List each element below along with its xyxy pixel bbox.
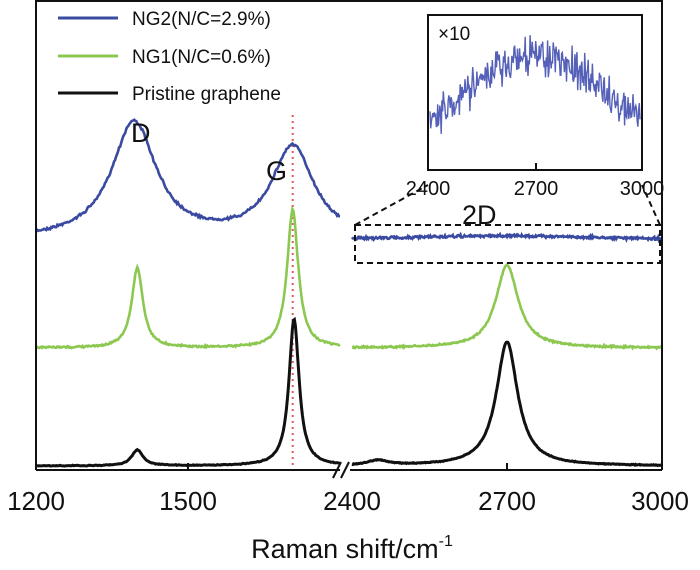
legend-label-pristine: Pristine graphene [132,84,281,105]
inset-tick-label-2700: 2700 [514,178,559,200]
x-tick-label-2400: 2400 [323,486,381,516]
x-tick-label-1200: 1200 [7,486,65,516]
spectrum-ng2-segment-high [350,231,663,244]
spectrum-ng1-segment-high [351,262,664,351]
spectrum-ng2-segment-low [35,118,341,233]
inset-tick-label-3000: 3000 [620,178,665,200]
x-tick-label-3000: 3000 [631,486,689,516]
x-ticks [187,463,508,470]
legend: NG2(N/C=2.9%) NG1(N/C=0.6%) Pristine gra… [58,9,281,105]
zoom-connector-left [354,184,429,226]
spectrum-ng1-segment-low [35,205,341,350]
x-tick-label-1500: 1500 [159,486,217,516]
legend-label-ng1: NG1(N/C=0.6%) [132,47,271,68]
x-axis-title-superscript: -1 [439,533,453,550]
peak-label-g: G [266,156,287,186]
spectrum-pristine-segment-low [35,316,341,468]
spectrum-pristine-segment-high [351,340,663,468]
inset-spectrum-ng2 [429,35,641,134]
zoom-region-box [354,224,661,264]
inset-plot: ×10 2400 2700 3000 [406,14,665,200]
x-axis-title-main: Raman shift/cm [251,534,439,564]
x-tick-label-2700: 2700 [478,486,536,516]
spectra [35,118,664,468]
zoom-connector-right [641,184,661,226]
peak-label-2d: 2D [462,200,497,230]
legend-label-ng2: NG2(N/C=2.9%) [132,9,271,30]
inset-tick-label-2400: 2400 [406,178,451,200]
axis-break-mark [332,461,350,479]
x-axis-title: Raman shift/cm-1 [251,533,453,564]
peak-label-d: D [131,118,151,148]
inset-multiplier: ×10 [438,24,470,45]
